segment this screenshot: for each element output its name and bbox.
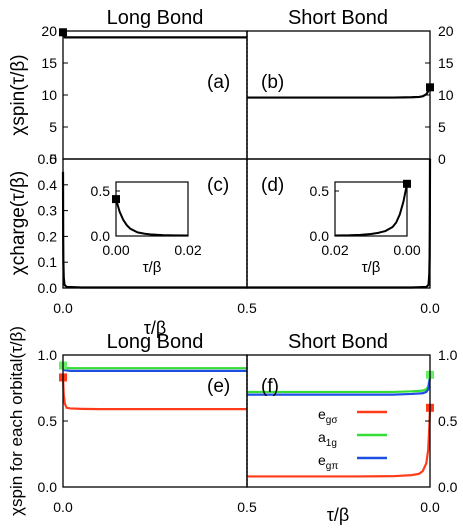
y-tick-label: 0.4 — [38, 177, 58, 193]
series-line-e-a1g — [62, 364, 247, 370]
y-tick-label-right: 10 — [438, 87, 454, 103]
y-tick-label: 0.5 — [38, 413, 58, 429]
series-line-b-0 — [247, 86, 431, 99]
inset-c: 0.0 0.5 0.00 0.02 τ/β — [91, 181, 202, 276]
series-line-e-egσ — [61, 377, 247, 411]
inset-y-tick-label: 0.0 — [91, 228, 111, 244]
panel-frame — [246, 30, 431, 160]
x-tick-label: 0.5 — [237, 499, 257, 515]
x-tick-label: 0.0 — [420, 300, 440, 316]
panel-e: (e) 0.0 0.5 1.0 0.0 0.5 — [38, 347, 257, 515]
inset-y-tick-label: 0.0 — [310, 228, 330, 244]
panel-frame — [62, 354, 248, 488]
y-tick-label-right: 1.0 — [438, 347, 458, 363]
header-long-bond-bottom: Long Bond — [107, 331, 204, 353]
panel-label: (e) — [207, 376, 230, 397]
legend-label-0: egσ — [318, 406, 338, 426]
y-tick-label: 20 — [41, 23, 57, 39]
panel-f: (f) 0.0 0.5 1.0 0.0 — [246, 347, 458, 515]
y-tick-label: 0 — [49, 151, 57, 167]
series-line-a-0 — [61, 32, 247, 39]
y-tick-label: 10 — [41, 87, 57, 103]
x-tick-label: 0.0 — [420, 499, 440, 515]
y-tick-label: 5 — [49, 119, 57, 135]
series-line-f-a1g — [247, 375, 432, 394]
legend-label-2: egπ — [318, 452, 338, 472]
header-long-bond-top: Long Bond — [107, 7, 204, 29]
panel-label: (f) — [261, 376, 279, 397]
inset-y-tick-label: 0.5 — [91, 183, 111, 199]
x-tick-label: 0.5 — [237, 300, 257, 316]
legend-label-1: a1g — [318, 429, 337, 449]
inset-frame — [115, 181, 189, 237]
panel-a: (a) 0 5 10 15 20 — [41, 23, 248, 167]
panel-label: (b) — [261, 72, 284, 93]
inset-x-tick-label: 0.00 — [102, 242, 129, 258]
x-tick-label: 0.0 — [53, 300, 73, 316]
panel-label: (c) — [207, 175, 229, 196]
y-tick-label-right: 0.0 — [438, 479, 458, 495]
y-tick-label-right: 15 — [438, 55, 454, 71]
y-tick-label: 0.0 — [38, 479, 58, 495]
inset-marker — [403, 179, 411, 188]
y-tick-label: 1.0 — [38, 347, 58, 363]
inset-d: 0.0 0.5 0.02 0.00 τ/β — [310, 179, 421, 276]
series-line-f-egσ — [247, 407, 432, 478]
panel-label: (a) — [207, 72, 230, 93]
inset-curve — [115, 198, 189, 237]
y-tick-label: 0.0 — [38, 280, 58, 296]
panel-frame — [246, 354, 431, 488]
panel-frame — [62, 30, 248, 160]
y-tick-label: 0.2 — [38, 228, 58, 244]
panel-c: (c) 0.0 0.1 0.2 0.3 0.4 0.5 0.0 0.5 — [38, 151, 257, 316]
inset-curve — [334, 183, 408, 237]
legend-label-main: e — [318, 406, 326, 422]
inset-y-tick-label: 0.5 — [310, 183, 330, 199]
inset-x-tick-label: 0.02 — [174, 242, 201, 258]
legend-label-sub: gσ — [326, 415, 339, 426]
x-axis-label-bottom: τ/β — [327, 505, 349, 525]
legend-label-main: e — [318, 452, 326, 468]
panel-label: (d) — [261, 175, 284, 196]
y-tick-label: 0.1 — [38, 254, 58, 270]
inset-x-tick-label: 0.02 — [321, 242, 348, 258]
y-axis-label-orbital: χspin for each orbital(τ/β) — [7, 326, 26, 516]
header-short-bond-bottom: Short Bond — [288, 331, 388, 353]
y-tick-label-right: 0.5 — [438, 413, 458, 429]
legend-label-sub: 1g — [326, 438, 337, 449]
x-tick-label: 0.0 — [53, 499, 73, 515]
inset-frame — [334, 181, 408, 237]
y-tick-label: 0.5 — [38, 151, 58, 167]
y-tick-label-right: 5 — [438, 119, 446, 135]
y-tick-label-right: 0 — [438, 151, 446, 167]
y-tick-label: 0.3 — [38, 203, 58, 219]
inset-x-tick-label: 0.00 — [393, 242, 420, 258]
inset-marker — [112, 195, 120, 204]
x-axis-label-middle: τ/β — [144, 318, 166, 338]
y-tick-label-right: 20 — [438, 23, 454, 39]
panel-b: (b) 0 5 10 15 20 — [246, 23, 454, 167]
series-line-f-egπ — [247, 377, 432, 396]
legend-label-sub: gπ — [326, 461, 339, 472]
inset-x-label: τ/β — [143, 259, 162, 276]
header-short-bond-top: Short Bond — [288, 7, 388, 29]
y-tick-label: 15 — [41, 55, 57, 71]
inset-x-label: τ/β — [362, 259, 381, 276]
legend-label-main: a — [318, 429, 326, 445]
series-line-e-egπ — [62, 367, 247, 372]
panel-d: (d) 0.0 — [246, 158, 440, 316]
y-axis-label-charge: χcharge(τ/β) — [8, 171, 29, 275]
y-axis-label-spin: χspin(τ/β) — [8, 54, 29, 135]
